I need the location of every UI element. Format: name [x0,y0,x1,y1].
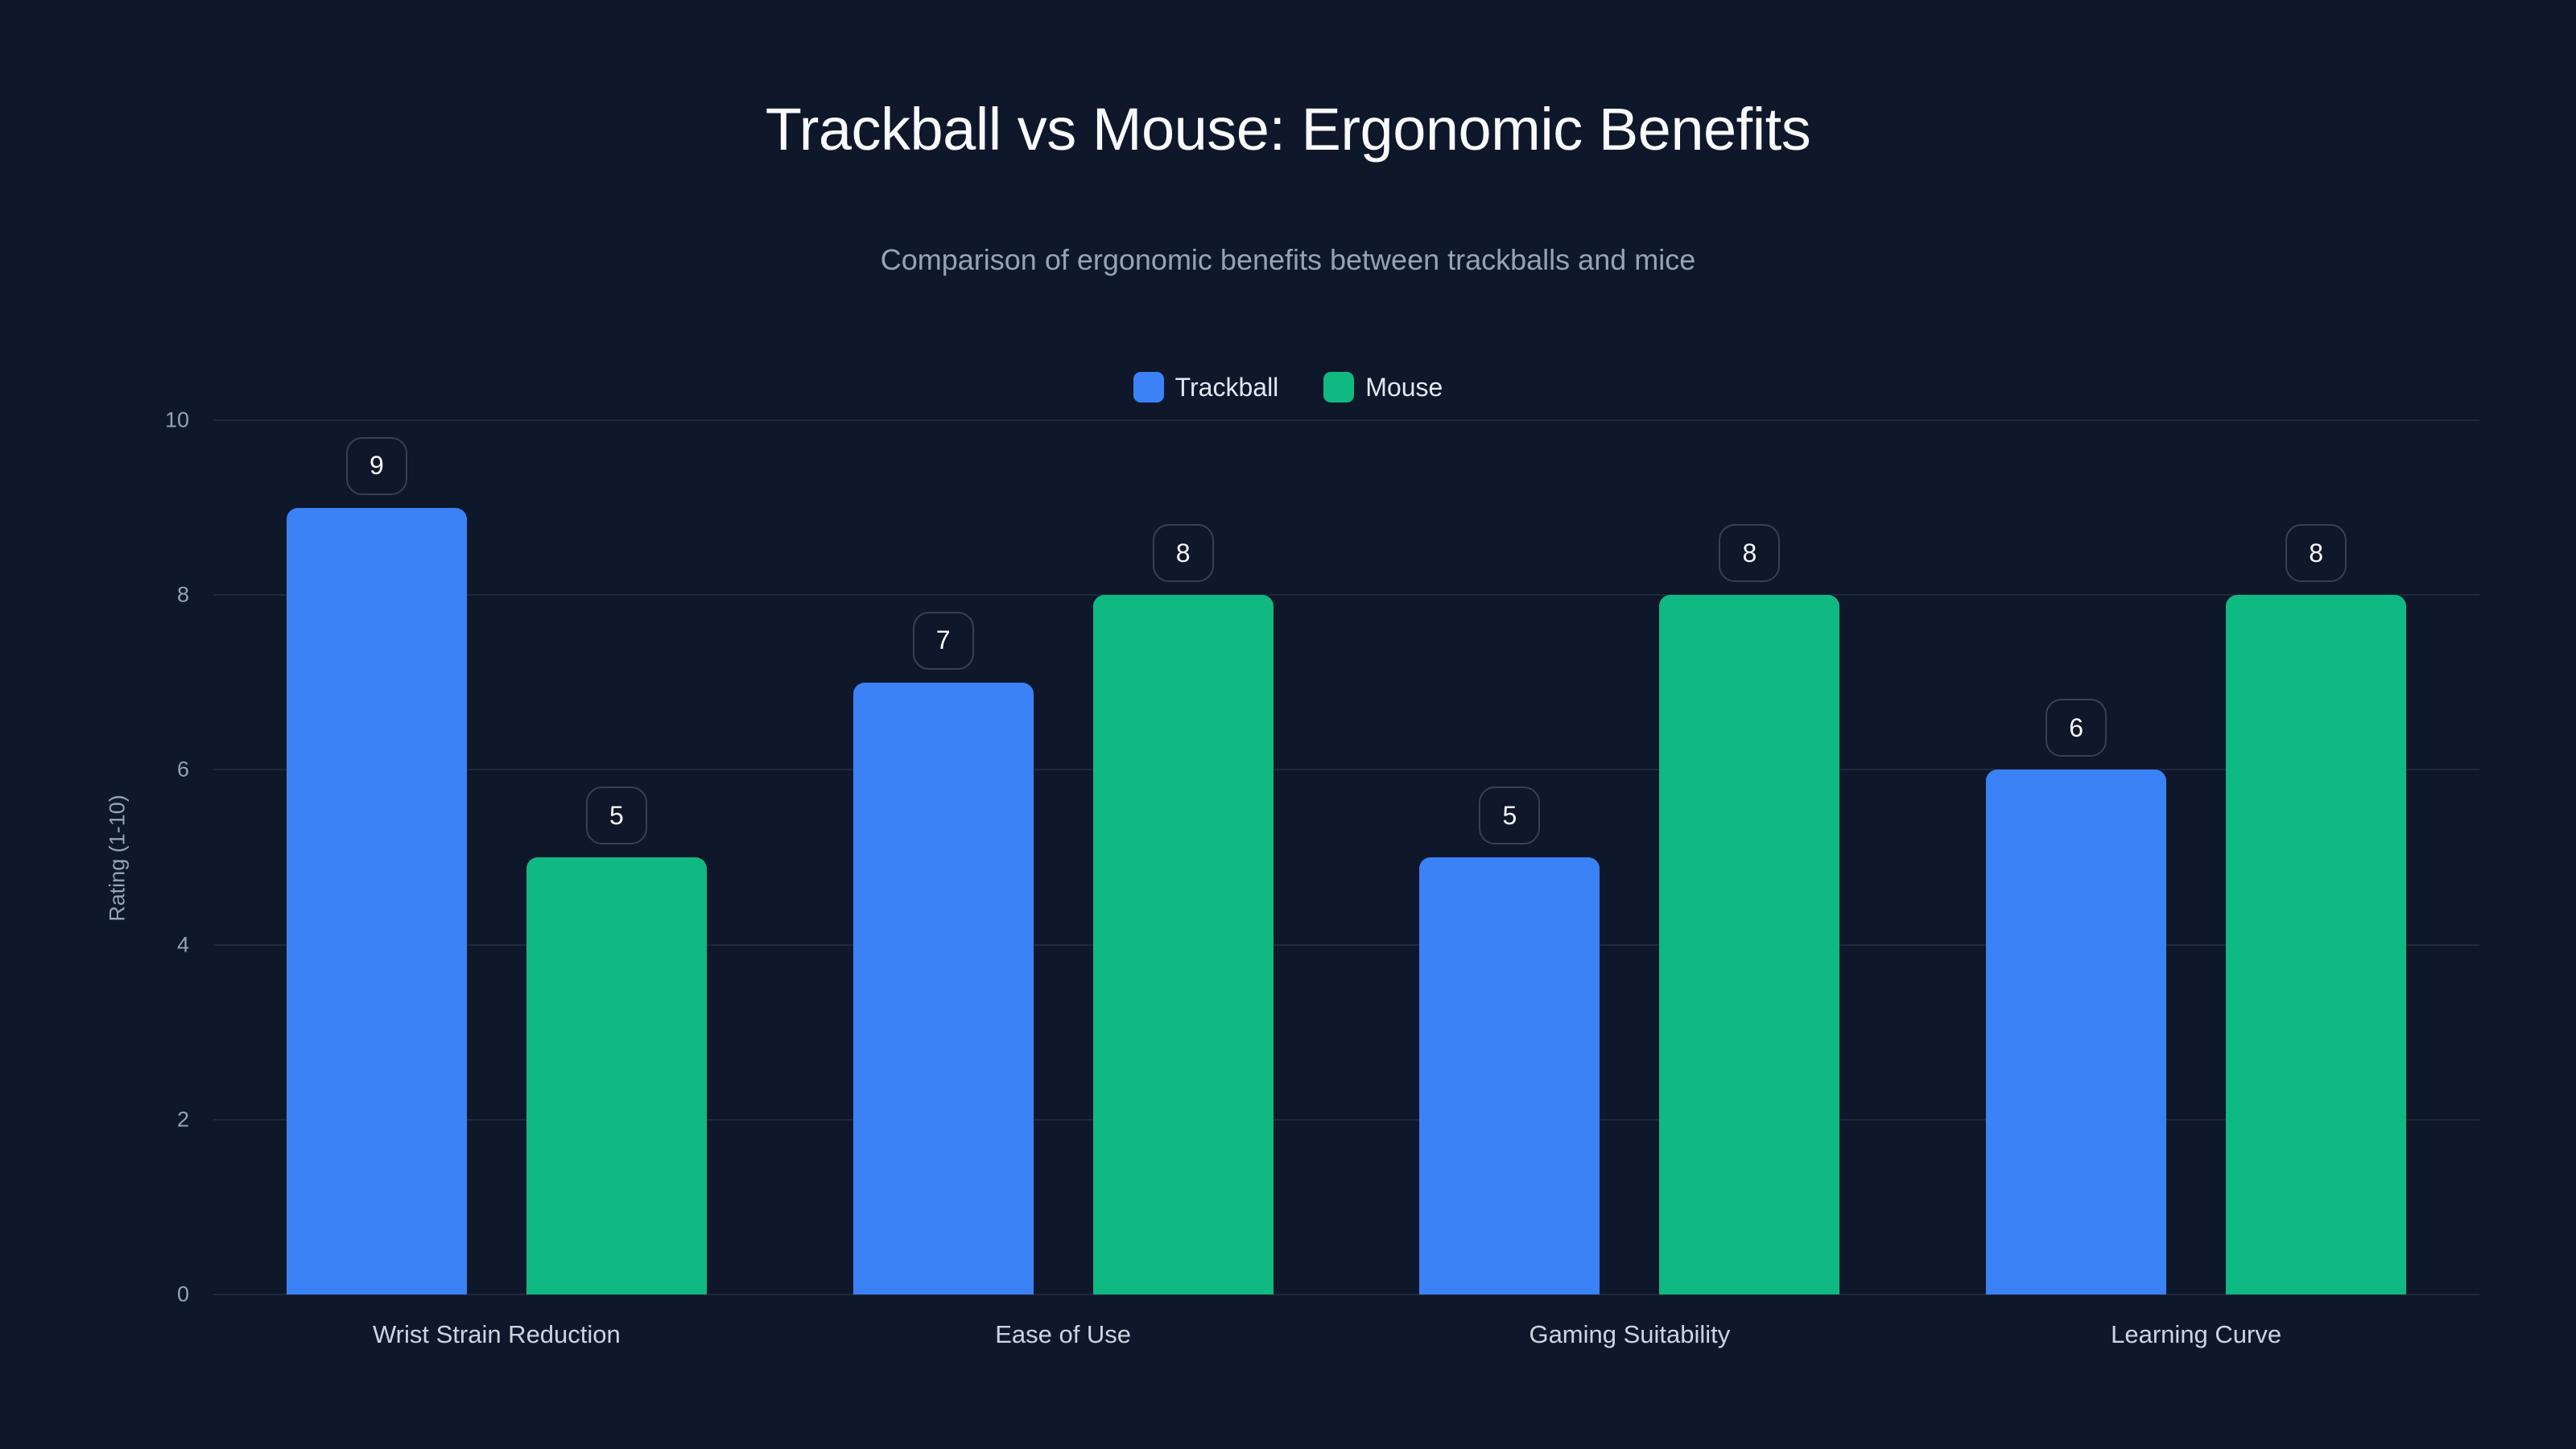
bar-trackball-ease-of-use[interactable] [852,682,1034,1294]
y-tick-label: 8 [176,582,189,607]
bar-mouse-wrist-strain-reduction[interactable] [526,857,707,1294]
chart-title: Trackball vs Mouse: Ergonomic Benefits [765,96,1811,163]
y-tick-label: 0 [176,1282,189,1307]
gridline [213,419,2479,421]
y-tick-label: 4 [176,932,189,957]
y-axis-label: Rating (1-10) [105,795,130,922]
value-label: 6 [2046,699,2107,758]
bar-mouse-gaming-suitability[interactable] [1659,595,1840,1294]
chart-subtitle: Comparison of ergonomic benefits between… [880,243,1696,276]
x-tick-label: Ease of Use [995,1320,1132,1348]
gridline [213,1118,2479,1121]
plot-area: 9 5 7 8 5 8 6 8 [213,419,2479,1295]
x-tick-label: Gaming Suitability [1529,1320,1731,1348]
y-tick-label: 6 [176,757,189,782]
bar-mouse-ease-of-use[interactable] [1092,595,1274,1294]
gridline [213,769,2479,771]
bar-trackball-wrist-strain-reduction[interactable] [286,507,467,1294]
value-label: 8 [2285,524,2347,583]
legend-item-trackball[interactable]: Trackball [1133,372,1279,402]
legend-swatch-trackball-icon [1133,372,1164,402]
legend-label: Trackball [1174,372,1279,402]
legend-item-mouse[interactable]: Mouse [1323,372,1443,402]
x-tick-label: Wrist Strain Reduction [372,1320,621,1348]
bar-mouse-learning-curve[interactable] [2226,595,2407,1294]
gridline [213,594,2479,597]
bar-trackball-gaming-suitability[interactable] [1419,857,1600,1294]
value-label: 9 [345,436,407,495]
legend-swatch-mouse-icon [1323,372,1355,402]
value-label: 5 [585,786,647,844]
gridline [213,1294,2479,1295]
value-label: 8 [1719,524,1781,583]
value-label: 7 [912,611,974,670]
x-tick-label: Learning Curve [2111,1320,2282,1348]
legend-label: Mouse [1365,372,1443,402]
bar-trackball-learning-curve[interactable] [1986,770,2167,1294]
value-label: 5 [1479,786,1541,844]
y-tick-label: 2 [176,1107,189,1132]
legend: Trackball Mouse [0,372,2576,402]
gridline [213,943,2479,946]
y-tick-label: 10 [164,407,189,432]
value-label: 8 [1152,524,1214,583]
